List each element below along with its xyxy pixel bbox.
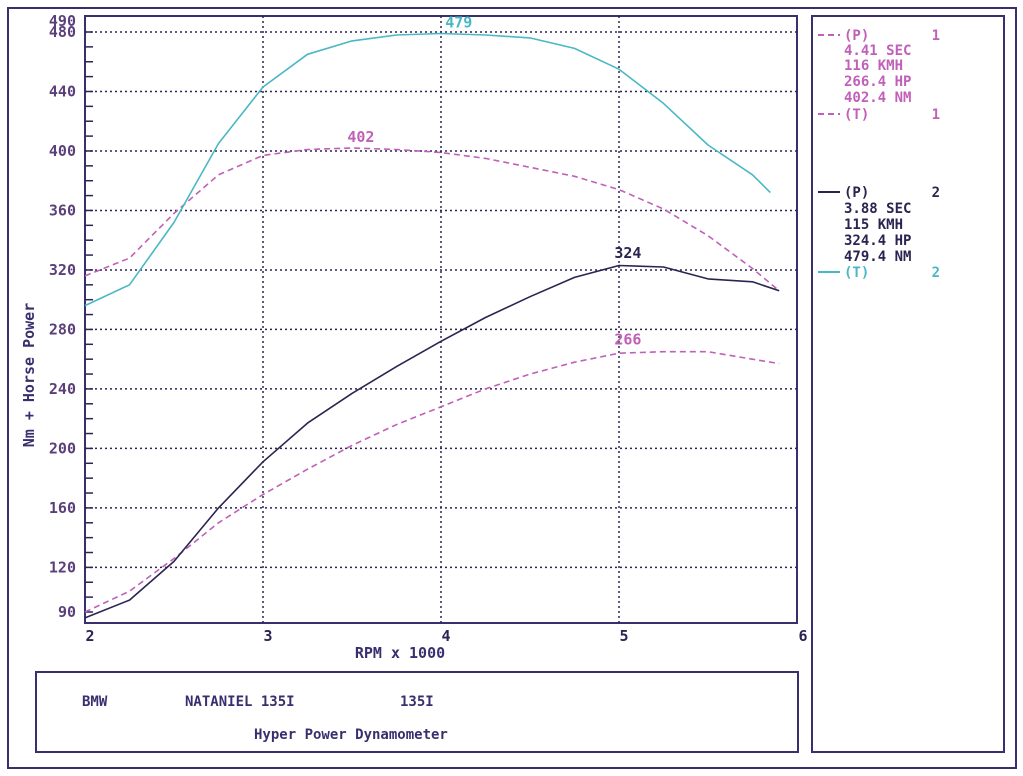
legend-run1-sec: 4.41 SEC (844, 43, 911, 59)
legend-run2-kmh: 115 KMH (844, 217, 903, 233)
peak-label: 324 (614, 244, 641, 262)
legend-run1-hp: 266.4 HP (844, 74, 911, 90)
legend-run2-number: 2 (932, 185, 940, 201)
y-tick-label: 160 (49, 499, 76, 517)
legend-run2-sec: 3.88 SEC (844, 201, 911, 217)
peak-label: 402 (347, 128, 374, 146)
y-tick-label: 480 (49, 23, 76, 41)
legend-run2: (P) 2 3.88 SEC 115 KMH 324.4 HP 479.4 NM… (818, 185, 940, 281)
legend-run1-torque-number: 1 (932, 107, 940, 123)
footer-make: BMW (82, 694, 108, 710)
x-tick-label: 5 (619, 627, 628, 645)
footer-dyno: Hyper Power Dynamometer (254, 727, 448, 743)
y-tick-label: 320 (49, 261, 76, 279)
legend-run1-number: 1 (932, 28, 940, 44)
legend-run1-nm: 402.4 NM (844, 90, 911, 106)
y-tick-label: 360 (49, 201, 76, 219)
legend-panel (811, 15, 1005, 753)
y-axis-title: Nm + Horse Power (20, 303, 38, 448)
x-tick-label: 2 (85, 627, 94, 645)
series-line (84, 32, 771, 307)
minor-ticks (85, 31, 93, 613)
series-line (84, 350, 780, 613)
x-tick-label: 3 (263, 627, 272, 645)
y-tick-label: 400 (49, 142, 76, 160)
x-tick-labels: 2 3 4 5 6 (85, 627, 807, 645)
legend-run2-torque-label: (T) (844, 265, 869, 281)
y-tick-label: 440 (49, 82, 76, 100)
legend-run1-kmh: 116 KMH (844, 58, 903, 74)
peak-labels: 402 266 479 324 (347, 13, 641, 348)
y-tick-label: 120 (49, 558, 76, 576)
legend-run2-torque-number: 2 (932, 265, 940, 281)
legend-run1-torque-label: (T) (844, 107, 869, 123)
legend-run2-label: (P) (844, 185, 869, 201)
peak-label: 479 (445, 13, 472, 31)
legend-run2-hp: 324.4 HP (844, 233, 911, 249)
footer-box (35, 671, 799, 753)
y-tick-label: 200 (49, 439, 76, 457)
x-tick-label: 4 (441, 627, 450, 645)
legend-run1: (P) 1 4.41 SEC 116 KMH 266.4 HP 402.4 NM… (818, 28, 940, 123)
y-tick-label: 490 (49, 12, 76, 30)
grid (85, 16, 797, 623)
series-lines (84, 32, 780, 619)
x-axis-title: RPM x 1000 (355, 644, 445, 662)
peak-label: 266 (614, 330, 641, 348)
legend-run1-label: (P) (844, 28, 869, 44)
series-line (84, 264, 780, 619)
footer-owner: NATANIEL 135I (185, 694, 295, 710)
footer-model: 135I (400, 694, 434, 710)
legend-run2-nm: 479.4 NM (844, 249, 911, 265)
y-tick-label: 240 (49, 380, 76, 398)
page-frame (7, 7, 1017, 769)
x-tick-label: 6 (798, 627, 807, 645)
y-tick-label: 90 (58, 603, 76, 621)
series-line (84, 147, 780, 292)
y-tick-label: 280 (49, 320, 76, 338)
